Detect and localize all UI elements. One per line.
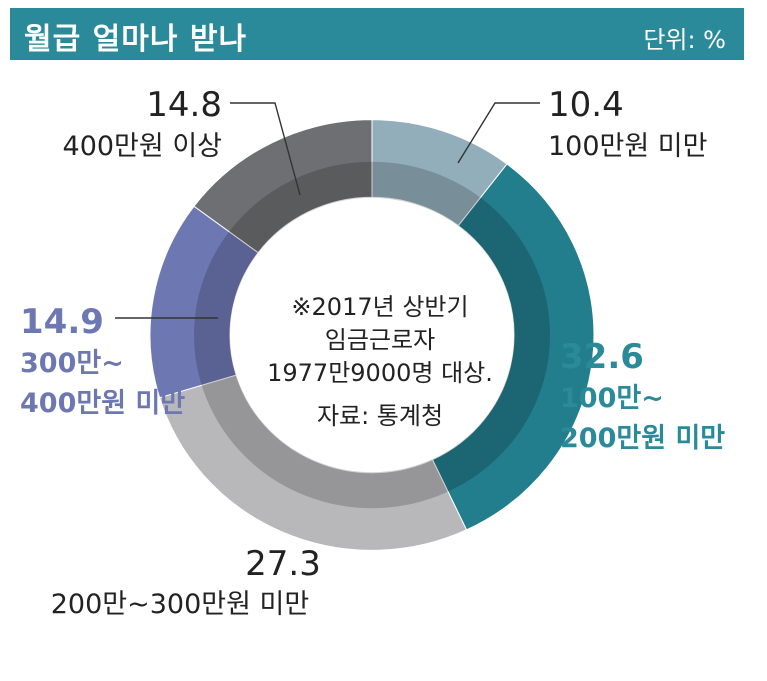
donut-depth-shade xyxy=(194,161,550,509)
unit-label: 단위: % xyxy=(643,26,726,54)
slice-100-200 xyxy=(431,163,595,531)
value-label-over-400: 14.8 xyxy=(146,85,222,125)
source-note: 자료: 통계청 xyxy=(317,402,443,430)
category-label-200-300: 200만~300만원 미만 xyxy=(51,589,309,620)
category-label-100-200-line2: 200만원 미만 xyxy=(560,423,725,454)
note-line-3: 1977만9000명 대상. xyxy=(267,359,493,387)
value-label-100-200: 32.6 xyxy=(560,337,644,377)
leader-line-over-400 xyxy=(230,102,301,196)
note-line-2: 임금근로자 xyxy=(325,326,435,354)
category-label-100-200-line1: 100만~ xyxy=(560,383,664,414)
slice-over-400 xyxy=(193,119,373,254)
donut-slices xyxy=(149,119,595,551)
category-label-300-400-line1: 300만~ xyxy=(20,348,124,379)
note-line-1: ※2017년 상반기 xyxy=(291,293,468,321)
value-label-under-100: 10.4 xyxy=(548,85,624,125)
value-label-200-300: 27.3 xyxy=(245,544,321,584)
leader-line-under-100 xyxy=(457,102,540,164)
slice-200-300 xyxy=(158,374,468,551)
category-label-under-100: 100만원 미만 xyxy=(548,131,707,162)
chart-header: 월급 얼마나 받나 단위: % xyxy=(10,8,744,60)
value-label-300-400: 14.9 xyxy=(20,302,104,342)
category-label-300-400-line2: 400만원 미만 xyxy=(20,388,185,419)
chart-title: 월급 얼마나 받나 xyxy=(24,22,248,57)
category-label-over-400: 400만원 이상 xyxy=(63,131,222,162)
